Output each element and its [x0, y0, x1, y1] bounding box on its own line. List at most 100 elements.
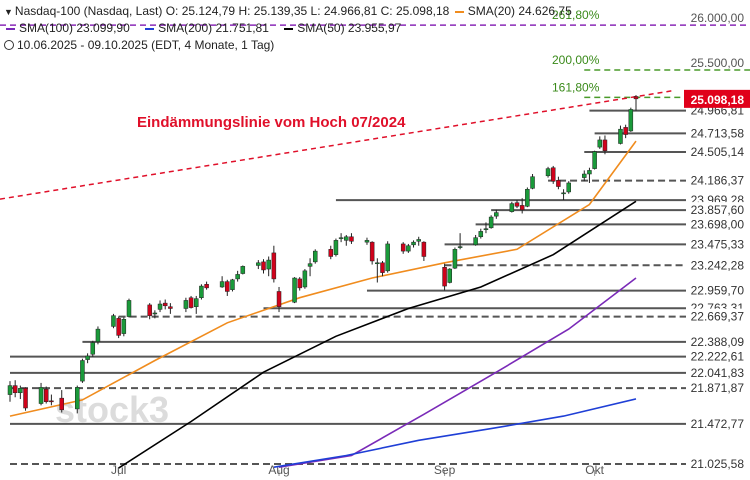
- candle-body: [152, 312, 158, 315]
- candle: [566, 181, 571, 194]
- resistance-line: [0, 89, 675, 200]
- candle: [240, 265, 246, 275]
- candle: [7, 381, 13, 402]
- candle: [550, 165, 556, 184]
- candle: [592, 150, 597, 170]
- candle-body: [199, 285, 204, 298]
- fib-label: 161,80%: [552, 80, 600, 94]
- candle: [43, 386, 49, 404]
- level-label: 22.222,61: [691, 350, 745, 364]
- candle: [297, 277, 302, 291]
- candle: [628, 107, 634, 132]
- candle-body: [312, 250, 318, 263]
- candle-body: [494, 212, 499, 217]
- candle: [478, 228, 484, 239]
- candle-body: [75, 387, 80, 410]
- candle: [483, 222, 489, 234]
- y-tick-label: 26.000,00: [691, 11, 745, 25]
- candle-body: [162, 302, 168, 307]
- sma-line: [118, 200, 637, 469]
- candle-body: [416, 239, 421, 242]
- candle: [256, 260, 261, 270]
- candle-body: [12, 385, 18, 394]
- candle: [152, 310, 158, 319]
- candle-body: [219, 281, 225, 288]
- candle: [587, 167, 592, 183]
- level-label-bg: [686, 202, 750, 219]
- candle: [406, 243, 411, 253]
- candle-body: [349, 236, 354, 242]
- candle-body: [225, 281, 230, 292]
- last-price-label: 25.098,18: [691, 93, 745, 107]
- candle: [75, 385, 80, 414]
- candle: [618, 125, 623, 145]
- candle: [494, 209, 499, 219]
- sma-line: [273, 398, 637, 468]
- candle-body: [188, 297, 194, 308]
- candle: [421, 241, 427, 261]
- candle-body: [80, 360, 85, 382]
- candle-body: [168, 306, 173, 309]
- candle-body: [240, 266, 246, 274]
- candle: [199, 284, 204, 300]
- candle-body: [519, 205, 525, 211]
- sma-line: [278, 277, 637, 468]
- candle: [338, 233, 344, 243]
- legend-period-info: (EDT, 4 Monate, 1 Tag): [151, 38, 275, 52]
- level-label: 23.698,00: [691, 217, 745, 231]
- candle: [385, 241, 390, 273]
- legend-sma50: SMA(50): [297, 21, 345, 35]
- level-label: 23.857,60: [691, 203, 745, 217]
- candle: [416, 236, 421, 246]
- candle-body: [556, 180, 561, 187]
- legend-row-2: SMA(100) 23.099,90 SMA(200) 21.751,81 SM…: [4, 21, 401, 35]
- level-label: 22.959,70: [691, 284, 745, 298]
- legend-sma200: SMA(200): [158, 21, 213, 35]
- legend-sma20-value: 24.626,75: [518, 4, 572, 18]
- level-label-bg: [686, 364, 750, 381]
- candle: [95, 326, 101, 345]
- fib-label: 261,80%: [552, 8, 600, 22]
- legend-sma100-value: 23.099,90: [76, 21, 130, 35]
- sma-line: [9, 140, 637, 417]
- candle: [121, 317, 127, 337]
- candle: [49, 394, 54, 406]
- candle-body: [261, 261, 266, 271]
- candle: [530, 174, 535, 190]
- level-label-bg: [686, 172, 750, 189]
- level-label: 24.505,14: [691, 145, 745, 159]
- legend-open-value: 25.124,79: [181, 4, 236, 18]
- candle-body: [633, 96, 639, 100]
- candle: [556, 176, 561, 190]
- candle-body: [592, 151, 597, 169]
- candle: [364, 237, 370, 245]
- candle: [235, 270, 240, 282]
- level-label: 21.025,58: [691, 457, 745, 471]
- candle: [266, 256, 271, 277]
- candle-body: [385, 243, 390, 272]
- candle: [488, 215, 494, 229]
- level-label: 23.242,28: [691, 258, 745, 272]
- candle: [85, 353, 90, 364]
- chevron-down-icon[interactable]: ▼: [4, 7, 13, 17]
- candle: [126, 298, 132, 318]
- candle: [457, 233, 463, 250]
- candle-body: [406, 245, 411, 252]
- sma20-swatch: [454, 10, 464, 13]
- candle-body: [193, 298, 199, 307]
- candle-body: [85, 355, 90, 360]
- legend-open-label: O:: [165, 4, 179, 18]
- candle: [90, 340, 96, 357]
- candle: [452, 247, 458, 270]
- candle-body: [457, 246, 463, 248]
- candle: [328, 245, 334, 260]
- candle-body: [442, 267, 447, 287]
- level-label: 21.472,77: [691, 417, 745, 431]
- legend-high-value: 25.139,35: [253, 4, 308, 18]
- sma50-swatch: [284, 27, 294, 30]
- candle: [292, 277, 297, 304]
- candle: [307, 258, 313, 277]
- candle-body: [126, 300, 132, 317]
- candle-body: [59, 397, 64, 411]
- legend-sma20: SMA(20): [467, 4, 516, 18]
